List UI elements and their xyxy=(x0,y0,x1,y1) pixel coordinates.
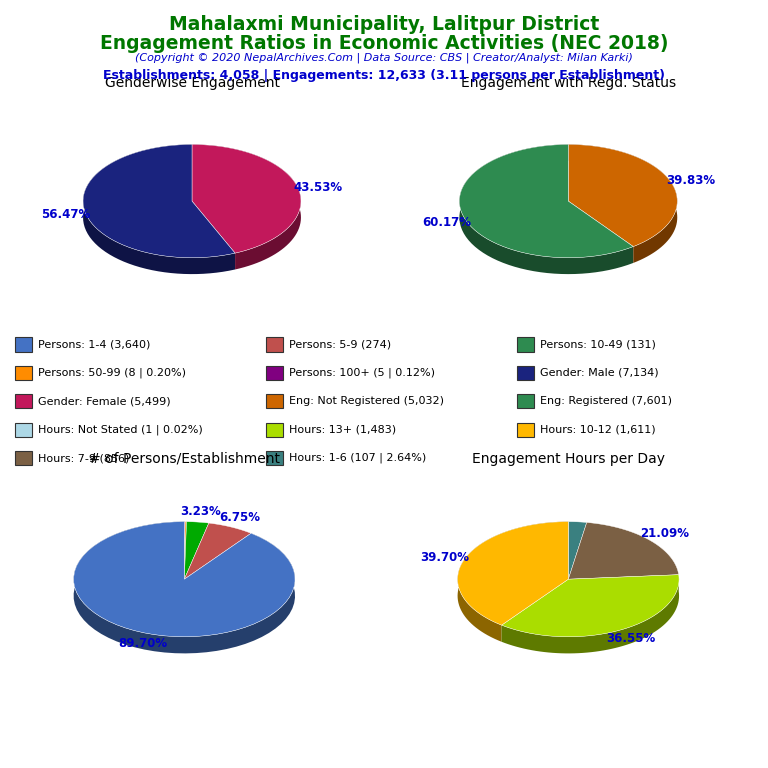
Text: 39.70%: 39.70% xyxy=(420,551,469,564)
Polygon shape xyxy=(83,144,235,258)
Text: Persons: 5-9 (274): Persons: 5-9 (274) xyxy=(289,339,391,349)
Text: Hours: 13+ (1,483): Hours: 13+ (1,483) xyxy=(289,425,396,435)
Polygon shape xyxy=(74,521,295,654)
Polygon shape xyxy=(192,144,301,270)
Text: 39.83%: 39.83% xyxy=(666,174,715,187)
Bar xyxy=(15,422,31,437)
Text: Hours: 7-9 (856): Hours: 7-9 (856) xyxy=(38,453,129,463)
Polygon shape xyxy=(184,521,187,579)
Polygon shape xyxy=(458,521,568,642)
Text: 43.53%: 43.53% xyxy=(293,181,343,194)
Text: Hours: Not Stated (1 | 0.02%): Hours: Not Stated (1 | 0.02%) xyxy=(38,425,203,435)
Text: Persons: 1-4 (3,640): Persons: 1-4 (3,640) xyxy=(38,339,151,349)
Text: Gender: Male (7,134): Gender: Male (7,134) xyxy=(540,368,658,378)
Text: 21.09%: 21.09% xyxy=(641,527,689,540)
Polygon shape xyxy=(184,523,251,579)
Text: Gender: Female (5,499): Gender: Female (5,499) xyxy=(38,396,170,406)
Polygon shape xyxy=(568,144,677,247)
Bar xyxy=(266,451,283,465)
Text: Hours: 10-12 (1,611): Hours: 10-12 (1,611) xyxy=(540,425,655,435)
Title: Engagement Hours per Day: Engagement Hours per Day xyxy=(472,452,665,466)
Bar xyxy=(15,366,31,380)
Text: 89.70%: 89.70% xyxy=(118,637,167,650)
Text: Engagement Ratios in Economic Activities (NEC 2018): Engagement Ratios in Economic Activities… xyxy=(100,34,668,53)
Polygon shape xyxy=(568,521,587,579)
Bar xyxy=(266,337,283,352)
Text: 6.75%: 6.75% xyxy=(219,511,260,524)
Polygon shape xyxy=(502,574,679,637)
Text: Eng: Not Registered (5,032): Eng: Not Registered (5,032) xyxy=(289,396,444,406)
Polygon shape xyxy=(184,521,185,579)
Text: 3.23%: 3.23% xyxy=(180,505,220,518)
Text: 36.55%: 36.55% xyxy=(607,632,656,645)
Polygon shape xyxy=(83,144,235,274)
Title: # of Persons/Establishment: # of Persons/Establishment xyxy=(89,452,280,466)
Text: 56.47%: 56.47% xyxy=(41,208,91,221)
Text: Eng: Registered (7,601): Eng: Registered (7,601) xyxy=(540,396,671,406)
Text: (Copyright © 2020 NepalArchives.Com | Data Source: CBS | Creator/Analyst: Milan : (Copyright © 2020 NepalArchives.Com | Da… xyxy=(135,52,633,63)
Bar xyxy=(15,394,31,409)
Bar xyxy=(266,366,283,380)
Bar xyxy=(266,394,283,409)
Polygon shape xyxy=(459,144,634,274)
Polygon shape xyxy=(74,521,295,637)
Text: Persons: 50-99 (8 | 0.20%): Persons: 50-99 (8 | 0.20%) xyxy=(38,368,186,378)
Bar xyxy=(517,337,534,352)
Title: Genderwise Engagement: Genderwise Engagement xyxy=(104,75,280,90)
Polygon shape xyxy=(192,144,301,253)
Text: Establishments: 4,058 | Engagements: 12,633 (3.11 persons per Establishment): Establishments: 4,058 | Engagements: 12,… xyxy=(103,69,665,82)
Polygon shape xyxy=(184,521,209,579)
Polygon shape xyxy=(568,522,679,579)
Text: Persons: 10-49 (131): Persons: 10-49 (131) xyxy=(540,339,655,349)
Text: Mahalaxmi Municipality, Lalitpur District: Mahalaxmi Municipality, Lalitpur Distric… xyxy=(169,15,599,35)
Polygon shape xyxy=(568,144,677,263)
Title: Engagement with Regd. Status: Engagement with Regd. Status xyxy=(461,75,676,90)
Bar xyxy=(15,337,31,352)
Bar xyxy=(15,451,31,465)
Bar xyxy=(517,422,534,437)
Text: 60.17%: 60.17% xyxy=(422,216,471,229)
Bar xyxy=(517,366,534,380)
Bar xyxy=(266,422,283,437)
Polygon shape xyxy=(458,521,568,625)
Bar xyxy=(517,394,534,409)
Text: Persons: 100+ (5 | 0.12%): Persons: 100+ (5 | 0.12%) xyxy=(289,368,435,378)
Polygon shape xyxy=(502,574,679,654)
Text: Hours: 1-6 (107 | 2.64%): Hours: 1-6 (107 | 2.64%) xyxy=(289,453,426,463)
Polygon shape xyxy=(459,144,634,258)
